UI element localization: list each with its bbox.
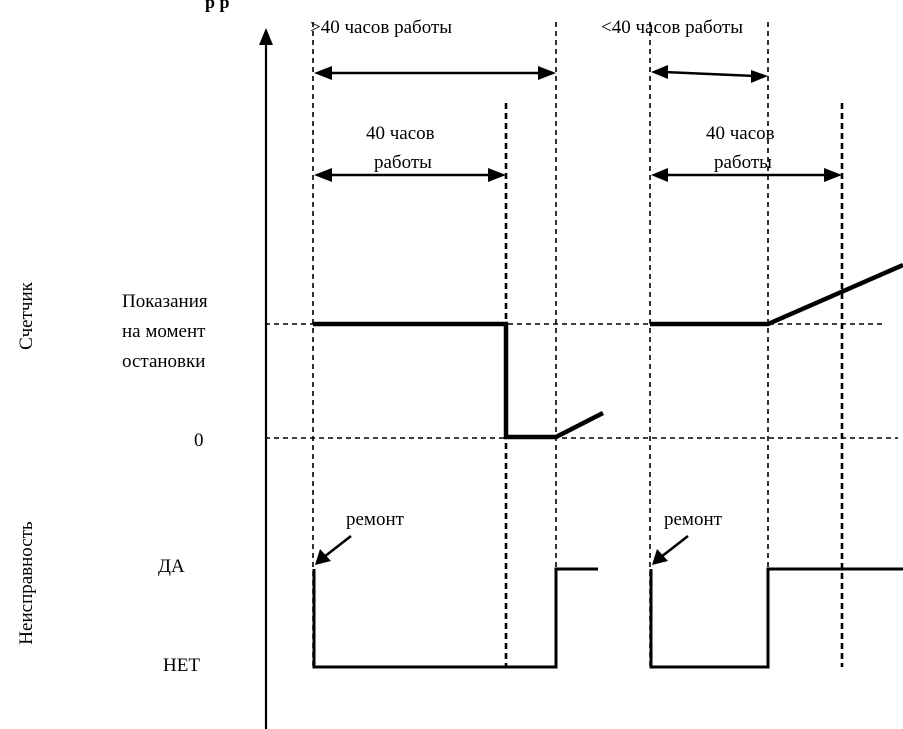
arrow-over-40h bbox=[314, 66, 556, 80]
counter-curve-2 bbox=[650, 262, 903, 327]
vertical-axis bbox=[259, 28, 273, 729]
annotation-repair-2: ремонт bbox=[664, 509, 723, 530]
arrow-40h-1 bbox=[314, 168, 506, 182]
level-yes: ДА bbox=[158, 556, 185, 577]
annotation-repair-1: ремонт bbox=[346, 509, 405, 530]
repair-pointer-1 bbox=[315, 534, 352, 565]
group-label-counter: Счетчик bbox=[16, 281, 37, 349]
interval-label-1-line1: 40 часов bbox=[366, 123, 435, 144]
level-stop-line2: на момент bbox=[122, 321, 206, 342]
fault-signal-2 bbox=[649, 567, 903, 669]
level-stop-line1: Показания bbox=[122, 291, 208, 312]
label-under-40h: <40 часов работы bbox=[601, 17, 743, 38]
axis-arrow-up-icon bbox=[259, 28, 273, 45]
repair-pointer-2 bbox=[652, 534, 689, 565]
level-no: НЕТ bbox=[163, 655, 200, 676]
group-label-fault: Неисправность bbox=[16, 521, 37, 645]
arrow-under-40h bbox=[651, 65, 768, 83]
counter-curve-1 bbox=[313, 321, 605, 440]
title-fragment: р р bbox=[205, 0, 230, 12]
interval-label-2-line2: работы bbox=[714, 152, 772, 173]
level-zero: 0 bbox=[194, 430, 204, 451]
arrow-40h-2 bbox=[651, 168, 842, 182]
fault-signal-1 bbox=[312, 567, 598, 669]
label-over-40h: >40 часов работы bbox=[310, 17, 452, 38]
interval-label-2-line1: 40 часов bbox=[706, 123, 775, 144]
interval-label-1-line2: работы bbox=[374, 152, 432, 173]
level-stop-line3: остановки bbox=[122, 351, 205, 372]
